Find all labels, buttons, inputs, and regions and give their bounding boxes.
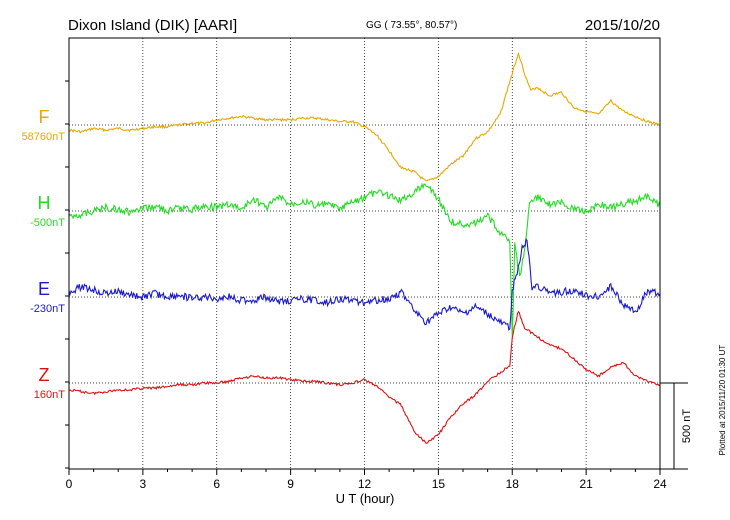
- x-axis-label: U T (hour): [336, 491, 395, 506]
- x-tick-label-15: 15: [432, 477, 446, 491]
- series-baseline-value-Z: 160nT: [34, 389, 65, 401]
- coordinates-label: GG ( 73.55°, 80.57°): [366, 20, 457, 31]
- series-name-E: E: [38, 279, 50, 299]
- series-name-H: H: [38, 193, 51, 213]
- scale-bar: 500 nT: [660, 382, 693, 470]
- series-line-H: [68, 182, 661, 338]
- series-line-E: [68, 237, 661, 331]
- series-name-Z: Z: [39, 365, 50, 385]
- series-baseline-value-H: -500nT: [30, 217, 65, 229]
- x-tick-label-21: 21: [579, 477, 593, 491]
- baselines: [69, 124, 660, 384]
- x-tick-label-6: 6: [213, 477, 220, 491]
- plotted-timestamp: Plotted at 2015/11/20 01:30 UT: [718, 345, 727, 456]
- scale-bar-label: 500 nT: [681, 409, 693, 444]
- x-tick-label-12: 12: [358, 477, 372, 491]
- series-name-F: F: [39, 107, 50, 127]
- series-line-F: [68, 52, 661, 182]
- date-label: 2015/10/20: [585, 17, 660, 34]
- x-tick-label-9: 9: [287, 477, 294, 491]
- series-labels: F 58760nT H -500nT E -230nT Z 160nT: [22, 107, 66, 401]
- series-baseline-value-F: 58760nT: [22, 131, 66, 143]
- x-tick-label-24: 24: [653, 477, 667, 491]
- x-axis: 0 3 6 9 12 15 18 21 24: [66, 469, 667, 491]
- series-lines: [68, 52, 661, 444]
- x-tick-label-18: 18: [506, 477, 520, 491]
- station-title: Dixon Island (DIK) [AARI]: [68, 17, 237, 34]
- grid: [65, 38, 587, 469]
- x-tick-label-0: 0: [66, 477, 73, 491]
- series-baseline-value-E: -230nT: [30, 303, 65, 315]
- series-line-Z: [68, 310, 661, 444]
- x-tick-label-3: 3: [140, 477, 147, 491]
